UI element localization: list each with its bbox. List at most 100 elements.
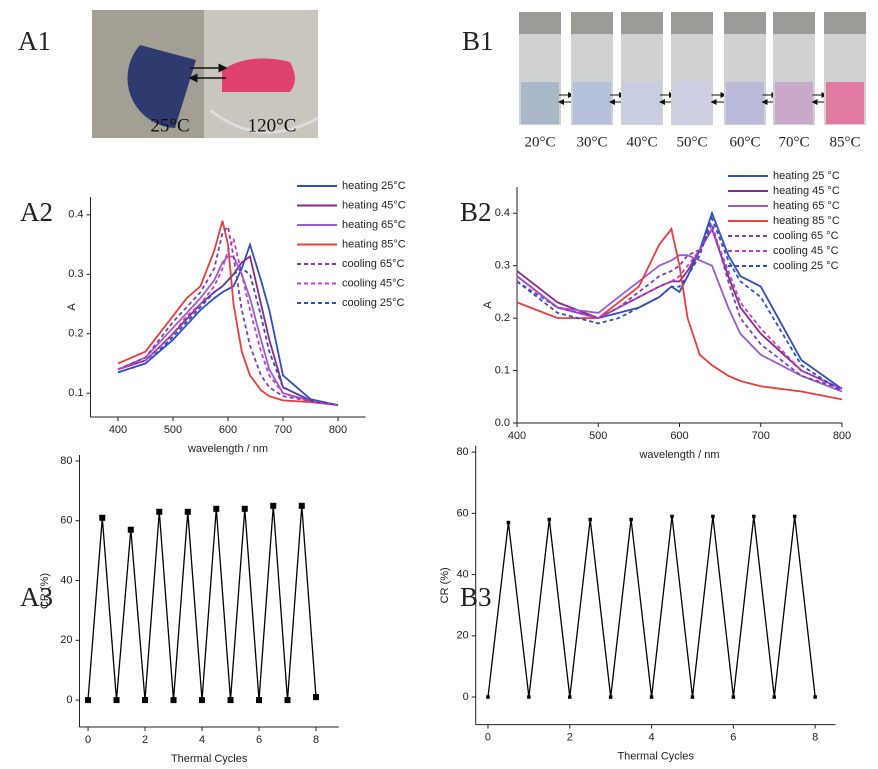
x-tick-label: 600 [219, 424, 237, 436]
x-tick-label: 800 [833, 430, 851, 442]
vial-liquid [521, 82, 559, 124]
marker [227, 697, 234, 704]
legend-label: cooling 45 °C [773, 245, 839, 257]
vial-liquid [673, 82, 711, 124]
series-line [516, 221, 843, 390]
x-tick-label: 0 [485, 732, 491, 744]
y-tick-label: 0.1 [495, 364, 510, 376]
y-tick-label: 0.2 [68, 328, 83, 340]
panel-label: A1 [18, 26, 51, 56]
series-line [516, 226, 843, 390]
legend-label: cooling 45°C [342, 277, 405, 289]
legend-label: heating 45°C [342, 199, 406, 211]
y-tick-label: 60 [60, 515, 72, 527]
x-tick-label: 0 [85, 734, 91, 746]
legend-label: cooling 25 °C [773, 260, 839, 272]
marker [270, 502, 277, 509]
panel-label: A2 [20, 197, 53, 227]
y-axis-label: A [482, 301, 494, 309]
legend-label: heating 25°C [342, 180, 406, 192]
x-tick-label: 500 [164, 424, 182, 436]
panel-label: B1 [462, 26, 494, 56]
vial-cap [519, 12, 561, 34]
marker [486, 695, 490, 699]
y-axis-label: CR (%) [439, 567, 451, 603]
temp-label: 50°C [676, 134, 707, 150]
legend-label: heating 65 °C [773, 200, 840, 212]
marker [731, 695, 736, 699]
vial-cap [571, 12, 613, 34]
series-line [117, 224, 339, 406]
marker [670, 514, 674, 519]
marker [113, 697, 120, 704]
series-line [516, 210, 843, 390]
vial-cap [671, 12, 713, 34]
marker [85, 697, 92, 704]
temp-label: 120°C [248, 115, 297, 136]
series-line [87, 505, 317, 701]
marker [568, 695, 572, 699]
legend-label: cooling 65°C [342, 258, 405, 270]
y-tick-label: 0 [463, 691, 469, 703]
y-tick-label: 40 [456, 568, 468, 580]
x-tick-label: 700 [752, 430, 770, 442]
x-tick-label: 800 [329, 424, 347, 436]
y-tick-label: 0.4 [68, 209, 83, 221]
marker [241, 505, 248, 512]
series-line [487, 516, 816, 698]
series-line [516, 226, 843, 401]
legend-label: cooling 65 °C [773, 230, 839, 242]
marker [588, 517, 592, 522]
marker [156, 508, 163, 515]
y-tick-label: 40 [60, 574, 72, 586]
y-axis-label: CR (%) [39, 573, 51, 609]
legend-label: heating 65°C [342, 219, 406, 231]
series-line [117, 220, 339, 406]
temp-label: 30°C [576, 134, 607, 150]
panel-label: B3 [460, 582, 492, 612]
y-tick-label: 0.1 [68, 387, 83, 399]
marker [629, 517, 633, 522]
panel-label: A3 [20, 582, 53, 612]
y-tick-label: 0.3 [495, 260, 510, 272]
legend-label: heating 45 °C [773, 185, 840, 197]
marker [649, 695, 654, 699]
marker [298, 502, 305, 509]
y-tick-label: 60 [456, 507, 468, 519]
temp-label: 25°C [150, 115, 189, 136]
y-tick-label: 20 [60, 634, 72, 646]
legend-label: heating 85°C [342, 238, 406, 250]
series-line [516, 215, 843, 393]
temp-label: 85°C [829, 134, 860, 150]
marker [772, 695, 777, 699]
x-tick-label: 400 [109, 424, 127, 436]
marker [608, 695, 613, 699]
marker [184, 508, 191, 515]
legend-label: cooling 25°C [342, 297, 405, 309]
y-axis-label: A [66, 303, 78, 311]
x-tick-label: 700 [274, 424, 292, 436]
x-tick-label: 2 [142, 734, 148, 746]
temp-label: 60°C [729, 134, 760, 150]
vial-cap [773, 12, 815, 34]
marker [506, 520, 511, 525]
y-tick-label: 0 [66, 694, 72, 706]
marker [284, 697, 291, 704]
y-tick-label: 0.4 [495, 207, 510, 219]
x-tick-label: 600 [670, 430, 688, 442]
y-tick-label: 0.2 [495, 312, 510, 324]
marker [711, 514, 715, 519]
temp-label: 40°C [626, 134, 657, 150]
x-tick-label: 500 [589, 430, 607, 442]
x-tick-label: 8 [812, 732, 818, 744]
series-line [117, 235, 339, 406]
temp-label: 20°C [524, 134, 555, 150]
marker [813, 695, 817, 699]
photo-b1 [519, 12, 866, 125]
marker [690, 695, 695, 699]
x-axis-label: wavelength / nm [638, 449, 719, 461]
legend-label: heating 85 °C [773, 215, 840, 227]
marker [792, 514, 797, 519]
marker [99, 514, 106, 521]
